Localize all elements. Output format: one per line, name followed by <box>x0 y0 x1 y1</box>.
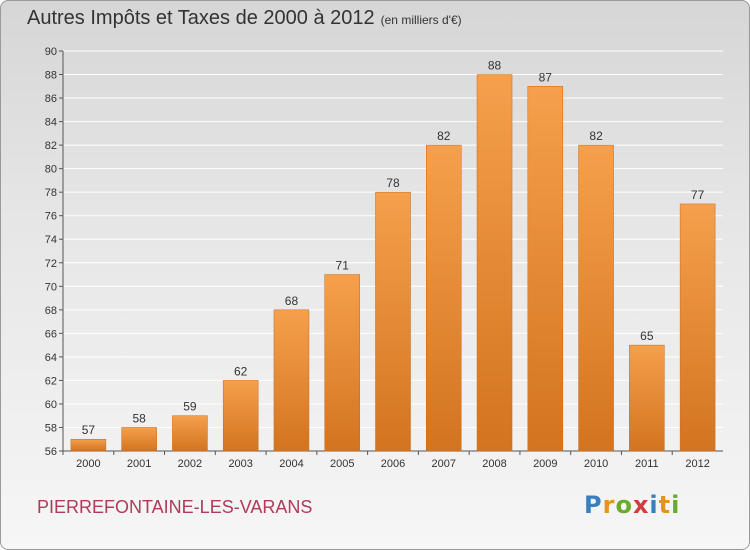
y-tick-label: 62 <box>45 375 57 387</box>
x-tick-label: 2006 <box>381 458 405 470</box>
bar-value-label: 68 <box>285 294 299 308</box>
logo-letter: x <box>632 491 650 519</box>
logo-letter: i <box>671 491 681 519</box>
y-tick-label: 60 <box>45 399 57 411</box>
bar-value-label: 62 <box>234 364 248 378</box>
x-tick-label: 2001 <box>127 458 151 470</box>
y-tick-label: 80 <box>45 164 57 176</box>
bar-value-label: 58 <box>132 411 146 425</box>
chart-title: Autres Impôts et Taxes de 2000 à 2012 (en… <box>27 7 462 30</box>
title-text: Autres Impôts et Taxes de 2000 à 2012 <box>27 7 375 29</box>
bar-value-label: 59 <box>183 400 197 414</box>
bar-2006 <box>375 191 411 452</box>
bar-2001 <box>121 427 157 452</box>
bar-2005 <box>324 274 360 452</box>
bar-value-label: 82 <box>589 129 603 143</box>
x-tick-label: 2004 <box>279 458 303 470</box>
bar-2007 <box>426 144 462 452</box>
y-tick-label: 74 <box>45 234 57 246</box>
bar-2011 <box>629 344 665 452</box>
x-tick-label: 2009 <box>533 458 557 470</box>
x-tick-label: 2005 <box>330 458 354 470</box>
y-tick-label: 82 <box>45 140 57 152</box>
x-tick-label: 2010 <box>584 458 608 470</box>
x-tick-label: 2012 <box>685 458 709 470</box>
brand-logo: Proxiti <box>584 491 680 519</box>
y-tick-label: 64 <box>45 352 57 364</box>
x-tick-label: 2007 <box>432 458 456 470</box>
y-tick-label: 66 <box>45 328 57 340</box>
x-tick-label: 2003 <box>228 458 252 470</box>
bar-value-label: 57 <box>82 423 96 437</box>
y-tick-label: 78 <box>45 187 57 199</box>
logo-letter: i <box>649 491 659 519</box>
bar-2010 <box>578 144 614 452</box>
bar-2000 <box>70 438 107 452</box>
y-tick-label: 70 <box>45 281 57 293</box>
logo-letter: t <box>658 491 672 519</box>
y-tick-label: 90 <box>45 46 57 58</box>
bar-value-label: 78 <box>386 176 400 190</box>
bar-value-label: 77 <box>691 188 705 202</box>
x-tick-label: 2011 <box>635 458 659 470</box>
bar-2004 <box>273 309 310 452</box>
y-tick-label: 56 <box>45 446 57 458</box>
x-tick-label: 2008 <box>482 458 506 470</box>
bar-2003 <box>222 380 259 452</box>
x-tick-label: 2000 <box>76 458 100 470</box>
logo-letter: r <box>602 491 616 519</box>
y-tick-label: 86 <box>45 93 57 105</box>
bar-value-label: 87 <box>539 70 553 84</box>
y-tick-label: 68 <box>45 305 57 317</box>
logo-letter: o <box>615 491 633 519</box>
logo-letter: P <box>584 491 603 519</box>
chart-subtitle: (en milliers d'€) <box>380 13 462 27</box>
x-tick-label: 2002 <box>178 458 202 470</box>
y-tick-label: 58 <box>45 422 57 434</box>
y-tick-label: 72 <box>45 258 57 270</box>
y-tick-label: 88 <box>45 70 57 82</box>
bar-value-label: 65 <box>640 329 654 343</box>
bar-2008 <box>476 74 513 452</box>
bar-2012 <box>679 203 716 452</box>
y-tick-label: 76 <box>45 211 57 223</box>
y-tick-label: 84 <box>45 117 57 129</box>
bar-2009 <box>527 86 564 452</box>
place-name: PIERREFONTAINE-LES-VARANS <box>37 497 313 517</box>
bar-value-label: 71 <box>336 259 350 273</box>
bar-value-label: 88 <box>488 59 502 73</box>
bar-2002 <box>172 415 208 452</box>
bar-value-label: 82 <box>437 129 451 143</box>
